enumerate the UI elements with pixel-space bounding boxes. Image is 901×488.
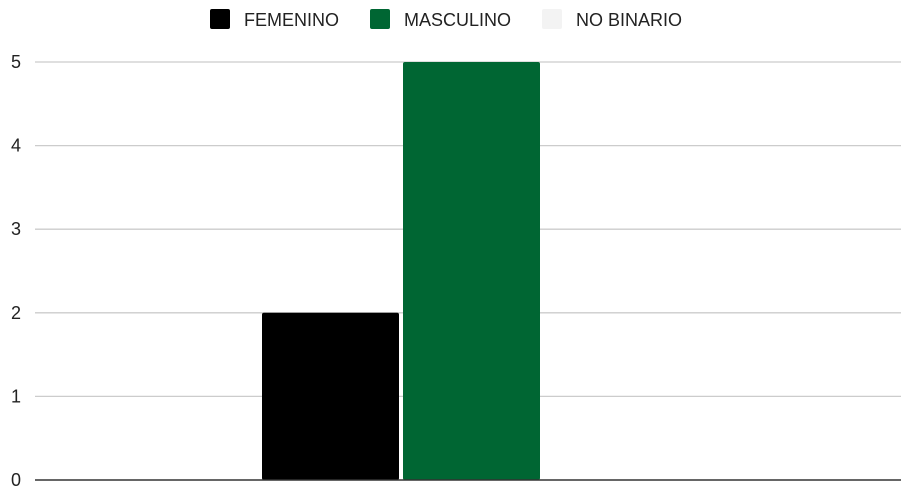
legend-swatch <box>370 9 390 29</box>
bar-femenino <box>262 313 399 480</box>
legend-label: NO BINARIO <box>576 10 682 30</box>
y-tick-label: 4 <box>11 136 21 156</box>
legend-label: MASCULINO <box>404 10 511 30</box>
y-tick-label: 5 <box>11 52 21 72</box>
bars <box>262 62 540 480</box>
y-tick-label: 3 <box>11 219 21 239</box>
legend: FEMENINO MASCULINO NO BINARIO <box>210 9 682 30</box>
y-tick-label: 1 <box>11 386 21 406</box>
bar-masculino <box>403 62 540 480</box>
y-tick-label: 2 <box>11 303 21 323</box>
legend-swatch <box>210 9 230 29</box>
y-tick-label: 0 <box>11 470 21 488</box>
legend-swatch <box>542 9 562 29</box>
y-axis-ticks: 0 1 2 3 4 5 <box>11 52 21 488</box>
legend-label: FEMENINO <box>244 10 339 30</box>
